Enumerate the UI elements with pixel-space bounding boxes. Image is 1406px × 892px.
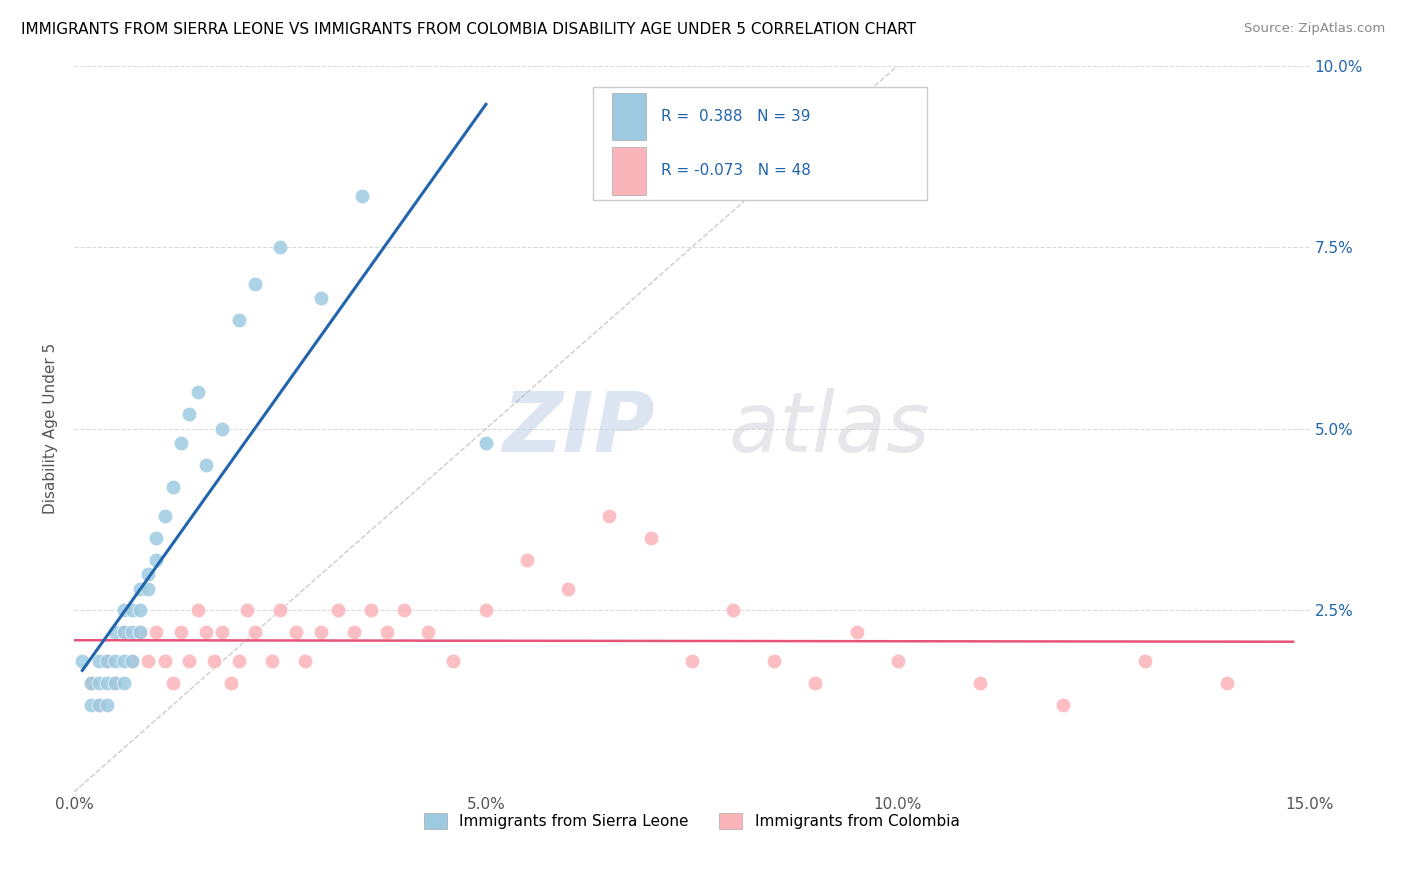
Y-axis label: Disability Age Under 5: Disability Age Under 5	[44, 343, 58, 515]
Point	[475, 436, 498, 450]
Point	[187, 603, 209, 617]
Point	[87, 698, 110, 712]
Text: Source: ZipAtlas.com: Source: ZipAtlas.com	[1244, 22, 1385, 36]
Point	[194, 625, 217, 640]
Point	[129, 582, 152, 596]
Point	[162, 480, 184, 494]
Point	[121, 654, 143, 668]
Point	[79, 676, 101, 690]
Point	[153, 508, 176, 523]
Point	[352, 189, 374, 203]
Point	[145, 625, 167, 640]
Point	[598, 508, 620, 523]
Point	[87, 676, 110, 690]
Point	[245, 277, 267, 291]
Point	[557, 582, 579, 596]
Point	[219, 676, 242, 690]
Point	[360, 603, 382, 617]
Point	[236, 603, 259, 617]
Point	[72, 654, 94, 668]
Point	[721, 603, 744, 617]
Point	[104, 676, 127, 690]
Point	[104, 625, 127, 640]
Point	[418, 625, 440, 640]
Point	[887, 654, 910, 668]
Point	[1052, 698, 1074, 712]
Point	[112, 676, 135, 690]
Point	[260, 654, 283, 668]
Point	[129, 603, 152, 617]
Point	[245, 625, 267, 640]
Point	[516, 552, 538, 566]
Point	[202, 654, 225, 668]
Point	[112, 625, 135, 640]
Point	[211, 422, 233, 436]
Point	[136, 582, 159, 596]
Point	[121, 654, 143, 668]
Point	[79, 698, 101, 712]
Point	[87, 698, 110, 712]
Point	[194, 458, 217, 472]
Point	[1216, 676, 1239, 690]
Point	[681, 654, 703, 668]
Point	[170, 436, 193, 450]
Point	[153, 654, 176, 668]
Point	[129, 625, 152, 640]
FancyBboxPatch shape	[612, 147, 647, 194]
Point	[104, 676, 127, 690]
FancyBboxPatch shape	[612, 93, 647, 140]
FancyBboxPatch shape	[593, 87, 927, 200]
Point	[136, 654, 159, 668]
Point	[269, 603, 291, 617]
Point	[121, 625, 143, 640]
Point	[640, 531, 662, 545]
Point	[96, 698, 118, 712]
Point	[96, 676, 118, 690]
Point	[309, 625, 332, 640]
Point	[228, 313, 250, 327]
Point	[96, 654, 118, 668]
Point	[294, 654, 316, 668]
Point	[170, 625, 193, 640]
Point	[211, 625, 233, 640]
Point	[1133, 654, 1156, 668]
Legend: Immigrants from Sierra Leone, Immigrants from Colombia: Immigrants from Sierra Leone, Immigrants…	[418, 807, 966, 835]
Text: R = -0.073   N = 48: R = -0.073 N = 48	[661, 163, 811, 178]
Point	[179, 654, 201, 668]
Point	[104, 654, 127, 668]
Point	[285, 625, 308, 640]
Point	[845, 625, 868, 640]
Point	[145, 552, 167, 566]
Point	[145, 531, 167, 545]
Text: atlas: atlas	[728, 388, 931, 469]
Point	[179, 407, 201, 421]
Point	[112, 603, 135, 617]
Text: ZIP: ZIP	[502, 388, 655, 469]
Point	[475, 603, 498, 617]
Point	[326, 603, 349, 617]
Point	[136, 567, 159, 582]
Point	[269, 240, 291, 254]
Point	[969, 676, 991, 690]
Point	[162, 676, 184, 690]
Point	[763, 654, 786, 668]
Text: IMMIGRANTS FROM SIERRA LEONE VS IMMIGRANTS FROM COLOMBIA DISABILITY AGE UNDER 5 : IMMIGRANTS FROM SIERRA LEONE VS IMMIGRAN…	[21, 22, 917, 37]
Point	[392, 603, 415, 617]
Point	[87, 654, 110, 668]
Point	[96, 654, 118, 668]
Point	[187, 385, 209, 400]
Text: R =  0.388   N = 39: R = 0.388 N = 39	[661, 109, 810, 124]
Point	[112, 625, 135, 640]
Point	[121, 603, 143, 617]
Point	[343, 625, 366, 640]
Point	[375, 625, 398, 640]
Point	[79, 676, 101, 690]
Point	[804, 676, 827, 690]
Point	[228, 654, 250, 668]
Point	[441, 654, 464, 668]
Point	[129, 625, 152, 640]
Point	[309, 291, 332, 305]
Point	[112, 654, 135, 668]
